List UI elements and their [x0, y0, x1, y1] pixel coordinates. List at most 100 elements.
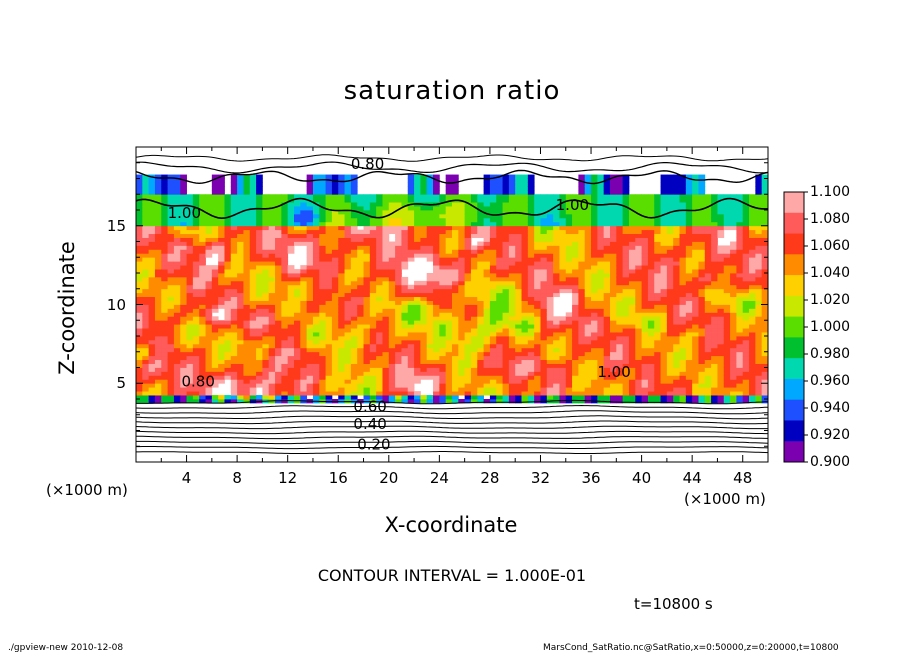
- field-cell: [218, 375, 225, 380]
- field-cell: [565, 245, 573, 250]
- field-cell: [148, 339, 156, 345]
- field-cell: [591, 320, 598, 325]
- field-cell: [527, 190, 535, 195]
- field-cell: [230, 210, 238, 215]
- field-cell: [300, 375, 308, 380]
- field-cell: [698, 221, 706, 227]
- field-cell: [502, 320, 510, 325]
- field-cell: [445, 261, 453, 266]
- field-cell: [445, 339, 453, 345]
- field-cell: [319, 320, 326, 325]
- field-cell: [350, 324, 358, 329]
- field-cell: [502, 312, 510, 317]
- field-cell: [540, 332, 548, 337]
- field-cell: [470, 296, 478, 301]
- field-cell: [205, 241, 213, 246]
- field-cell: [445, 225, 453, 231]
- field-cell: [180, 253, 187, 258]
- field-cell: [281, 332, 289, 337]
- field-cell: [407, 206, 415, 211]
- field-cell: [572, 304, 579, 309]
- field-cell: [673, 320, 680, 325]
- field-cell: [300, 292, 308, 298]
- field-cell: [205, 202, 213, 207]
- field-cell: [597, 391, 605, 396]
- field-cell: [388, 351, 396, 357]
- field-cell: [426, 237, 434, 242]
- field-cell: [610, 304, 617, 309]
- field-cell: [382, 316, 390, 321]
- field-cell: [325, 367, 333, 372]
- field-cell: [572, 225, 579, 231]
- field-cell: [685, 347, 693, 353]
- field-cell: [338, 383, 345, 388]
- field-cell: [426, 276, 434, 282]
- field-cell: [527, 182, 535, 187]
- field-cell: [230, 320, 238, 325]
- field-cell: [306, 202, 314, 207]
- field-cell: [515, 296, 522, 301]
- field-cell: [192, 304, 200, 309]
- field-cell: [698, 213, 706, 219]
- field-cell: [319, 280, 326, 286]
- field-cell: [565, 375, 573, 380]
- field-cell: [546, 280, 554, 286]
- field-cell: [445, 253, 453, 258]
- field-cell: [154, 237, 162, 242]
- field-cell: [268, 316, 276, 321]
- field-cell: [142, 379, 150, 384]
- field-cell: [363, 328, 371, 333]
- field-cell: [142, 383, 150, 388]
- field-cell: [464, 206, 472, 211]
- field-cell: [306, 284, 314, 290]
- field-cell: [666, 351, 674, 357]
- field-cell: [363, 245, 371, 250]
- field-cell: [685, 367, 693, 372]
- field-cell: [142, 320, 150, 325]
- field-cell: [572, 261, 579, 266]
- field-cell: [635, 296, 642, 301]
- field-cell: [192, 273, 200, 278]
- field-cell: [180, 316, 187, 321]
- field-cell: [654, 304, 661, 309]
- field-cell: [224, 395, 232, 400]
- field-cell: [597, 249, 605, 254]
- field-cell: [186, 351, 194, 357]
- field-cell: [647, 332, 655, 337]
- field-cell: [470, 213, 478, 219]
- field-cell: [635, 375, 642, 380]
- field-cell: [458, 269, 466, 274]
- field-cell: [452, 273, 459, 278]
- field-cell: [508, 355, 516, 361]
- field-cell: [325, 225, 333, 231]
- field-cell: [363, 395, 371, 400]
- field-cell: [496, 391, 503, 396]
- field-cell: [698, 237, 706, 242]
- field-cell: [515, 332, 522, 337]
- field-cell: [477, 292, 484, 298]
- field-cell: [363, 241, 371, 246]
- field-cell: [180, 249, 187, 254]
- field-cell: [249, 265, 257, 270]
- field-cell: [673, 261, 680, 266]
- field-cell: [154, 324, 162, 329]
- field-cell: [565, 367, 573, 372]
- field-cell: [483, 194, 491, 199]
- field-cell: [527, 284, 535, 290]
- field-cell: [508, 182, 516, 187]
- field-cell: [376, 343, 383, 349]
- field-cell: [192, 237, 200, 242]
- field-cell: [325, 343, 333, 349]
- field-cell: [610, 383, 617, 388]
- field-cell: [698, 383, 706, 388]
- field-cell: [622, 182, 630, 187]
- field-cell: [136, 324, 143, 329]
- field-cell: [363, 379, 371, 384]
- field-cell: [610, 332, 617, 337]
- field-cell: [666, 312, 674, 317]
- field-cell: [603, 186, 611, 191]
- field-cell: [546, 383, 554, 388]
- field-cell: [433, 210, 440, 215]
- field-cell: [319, 273, 326, 278]
- field-cell: [603, 265, 611, 270]
